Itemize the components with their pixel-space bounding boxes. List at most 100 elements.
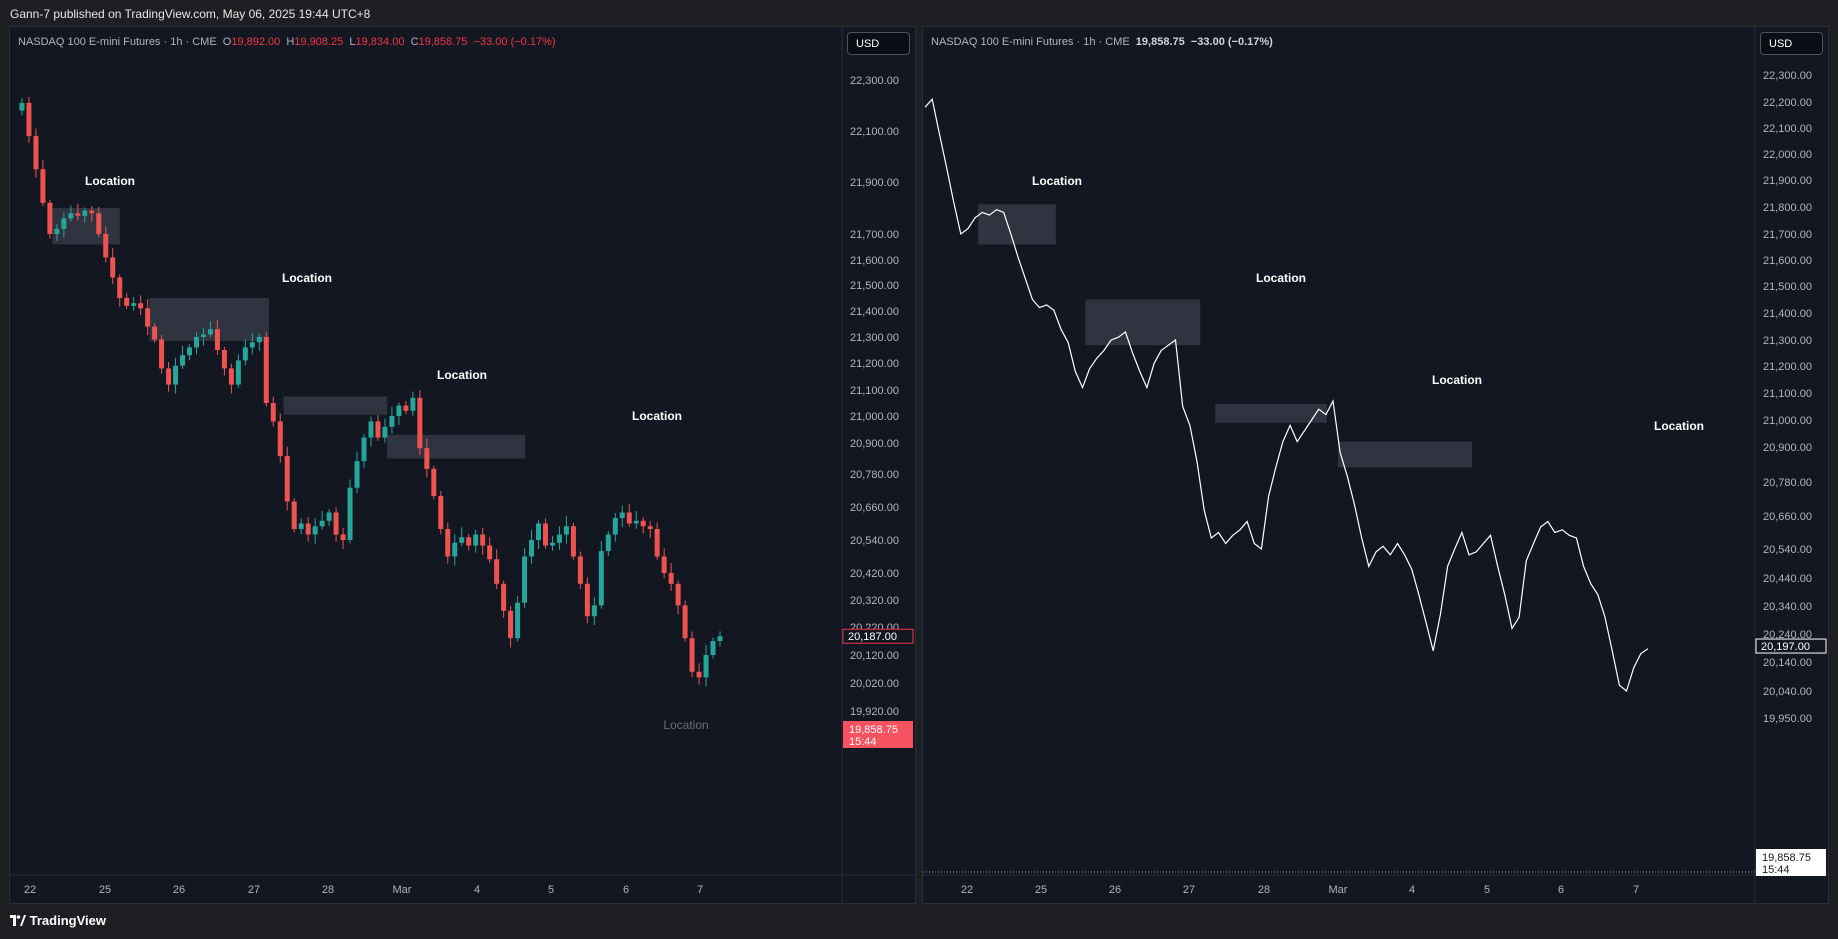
tradingview-label: TradingView bbox=[29, 913, 106, 928]
price-tick-label: 21,600.00 bbox=[1763, 255, 1812, 267]
symbol-legend: NASDAQ 100 E-mini Futures · 1h · CME O19… bbox=[18, 36, 556, 48]
price-tick-label: 22,100.00 bbox=[1763, 123, 1812, 135]
candle-body bbox=[480, 534, 486, 546]
candle-body bbox=[501, 583, 507, 611]
candle-body bbox=[312, 526, 318, 535]
candle-body bbox=[696, 671, 702, 678]
candle-body bbox=[326, 512, 332, 521]
candle-body bbox=[256, 337, 262, 343]
time-tick-label: 6 bbox=[1558, 884, 1564, 896]
candle-body bbox=[277, 421, 283, 456]
price-tick-label: 21,600.00 bbox=[850, 255, 899, 267]
price-tick-label: 22,000.00 bbox=[1763, 149, 1812, 161]
candle-body bbox=[466, 537, 472, 546]
candle-body bbox=[152, 326, 158, 340]
time-tick-label: 25 bbox=[99, 884, 111, 896]
candle-body bbox=[410, 397, 416, 411]
candlestick-chart-panel[interactable]: 22,300.00 22,100.00 21,900.00 21,700.00 21,6… bbox=[9, 26, 916, 904]
price-tick-label: 21,300.00 bbox=[850, 332, 899, 344]
candle-body bbox=[40, 169, 46, 203]
symbol-name: NASDAQ 100 E-mini Futures · 1h · CME bbox=[18, 36, 217, 48]
candle-body bbox=[591, 605, 597, 617]
time-tick-label: 6 bbox=[623, 884, 629, 896]
candle-body bbox=[654, 529, 660, 557]
time-tick-label: 28 bbox=[1258, 884, 1270, 896]
candle-body bbox=[396, 405, 402, 416]
location-zone bbox=[978, 204, 1056, 245]
price-tick-label: 21,900.00 bbox=[1763, 175, 1812, 187]
time-tick-label: 4 bbox=[474, 884, 480, 896]
price-tick-label: 21,100.00 bbox=[1763, 388, 1812, 400]
candle-body bbox=[403, 405, 409, 411]
price-tick-label: 20,660.00 bbox=[850, 502, 899, 514]
candle-body bbox=[542, 523, 548, 546]
line-chart-panel[interactable]: 22,300.00 22,200.00 22,100.00 22,000.00 21,9… bbox=[922, 26, 1829, 904]
price-tick-label: 21,200.00 bbox=[1763, 361, 1812, 373]
candle-body bbox=[619, 512, 625, 518]
last-price-label: 20,197.00 bbox=[1761, 641, 1810, 653]
price-tick-label: 21,800.00 bbox=[1763, 202, 1812, 214]
ohlc-close: 19,858.75 bbox=[418, 36, 468, 48]
candlestick-chart-svg[interactable]: 22,300.00 22,100.00 21,900.00 21,700.00 21,6… bbox=[10, 27, 915, 903]
price-tick-label: 22,300.00 bbox=[850, 75, 899, 87]
candle-body bbox=[75, 213, 81, 216]
candle-body bbox=[647, 526, 653, 529]
time-tick-label: 27 bbox=[1183, 884, 1195, 896]
candle-body bbox=[368, 421, 374, 438]
candle-body bbox=[54, 228, 60, 234]
countdown-label: 15:44 bbox=[849, 736, 877, 748]
candle-body bbox=[668, 573, 674, 584]
price-tick-label: 21,200.00 bbox=[850, 358, 899, 370]
candle-body bbox=[347, 487, 353, 540]
candle-body bbox=[361, 437, 367, 462]
price-tick-label: 20,660.00 bbox=[1763, 511, 1812, 523]
candle-body bbox=[263, 337, 269, 403]
location-label: Location bbox=[632, 409, 682, 423]
current-price-box bbox=[843, 721, 913, 748]
line-chart-svg[interactable]: 22,300.00 22,200.00 22,100.00 22,000.00 21,9… bbox=[923, 27, 1828, 903]
price-tick-label: 19,950.00 bbox=[1763, 713, 1812, 725]
price-tick-label: 20,900.00 bbox=[850, 438, 899, 450]
location-zone bbox=[1085, 299, 1201, 346]
candle-body bbox=[145, 308, 151, 327]
candle-body bbox=[452, 542, 458, 557]
candle-body bbox=[508, 610, 514, 639]
current-price-box bbox=[1756, 849, 1826, 876]
time-tick-label: 5 bbox=[548, 884, 554, 896]
candle-body bbox=[445, 529, 451, 557]
candle-body bbox=[522, 556, 528, 603]
candle-body bbox=[26, 102, 32, 137]
last-value: 19,858.75 bbox=[1135, 36, 1185, 48]
candle-body bbox=[19, 102, 25, 111]
candle-body bbox=[89, 210, 95, 214]
currency-button[interactable]: USD bbox=[847, 32, 910, 55]
time-tick-label: 26 bbox=[173, 884, 185, 896]
countdown-label: 15:44 bbox=[1762, 864, 1790, 876]
candle-body bbox=[291, 501, 297, 529]
published-text: Gann-7 published on TradingView.com, May… bbox=[10, 7, 371, 21]
price-tick-label: 20,240.00 bbox=[1763, 629, 1812, 641]
candle-body bbox=[473, 534, 479, 546]
candle-body bbox=[333, 512, 339, 535]
tradingview-logo[interactable]: TradingView bbox=[10, 913, 106, 928]
time-tick-label: 7 bbox=[697, 884, 703, 896]
location-label: Location bbox=[1654, 419, 1704, 433]
time-tick-label: Mar bbox=[1329, 884, 1348, 896]
ohlc-low: 19,834.00 bbox=[355, 36, 405, 48]
candle-body bbox=[577, 556, 583, 584]
candle-body bbox=[200, 334, 206, 337]
publisher-bar: Gann-7 published on TradingView.com, May… bbox=[0, 0, 1838, 26]
currency-button[interactable]: USD bbox=[1760, 32, 1823, 55]
location-label: Location bbox=[1432, 373, 1482, 387]
candle-body bbox=[675, 583, 681, 606]
candle-body bbox=[682, 605, 688, 639]
price-tick-label: 21,300.00 bbox=[1763, 335, 1812, 347]
time-tick-label: 22 bbox=[961, 884, 973, 896]
price-tick-label: 20,900.00 bbox=[1763, 442, 1812, 454]
price-tick-label: 20,320.00 bbox=[850, 595, 899, 607]
time-tick-label: 22 bbox=[24, 884, 36, 896]
price-tick-label: 20,340.00 bbox=[1763, 601, 1812, 613]
candle-body bbox=[173, 365, 179, 385]
candle-body bbox=[431, 468, 437, 496]
price-tick-label: 21,400.00 bbox=[850, 306, 899, 318]
